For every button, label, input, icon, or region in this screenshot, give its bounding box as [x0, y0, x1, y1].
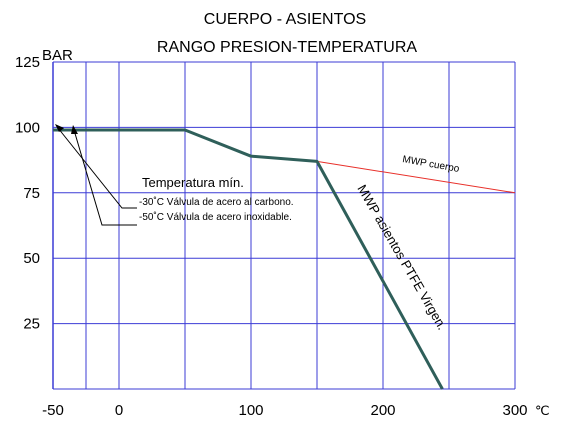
- x-axis-unit: ℃: [535, 403, 550, 418]
- grid: [53, 61, 516, 389]
- axes: [52, 62, 515, 390]
- y-tick-label-3: 100: [15, 119, 40, 136]
- arrowhead-1: [55, 124, 64, 132]
- annotation-heading: Temperatura mín.: [142, 175, 244, 190]
- chart-title: CUERPO - ASIENTOS: [204, 11, 366, 28]
- x-tick-label-4: 300: [502, 402, 527, 419]
- y-tick-label-4: 125: [15, 54, 40, 71]
- y-axis-label: BAR: [42, 47, 73, 64]
- series-lines: [53, 128, 516, 390]
- y-tick-label-1: 50: [23, 250, 40, 267]
- series-line-1: [53, 128, 444, 390]
- x-tick-label-2: 100: [238, 402, 263, 419]
- tick-labels: -50 0 100 200 300 25 50 75 100 125: [15, 54, 528, 419]
- leader-line-2: [73, 129, 137, 226]
- series-label-mwp-cuerpo: MWP cuerpo: [401, 154, 460, 175]
- x-tick-label-3: 200: [370, 402, 395, 419]
- chart-subtitle: RANGO PRESION-TEMPERATURA: [157, 39, 418, 56]
- annotation-line2: -50˚C Válvula de acero inoxidable.: [139, 211, 292, 223]
- arrowhead-2: [71, 125, 78, 134]
- x-tick-label-1: 0: [115, 402, 123, 419]
- leader-line-1: [57, 127, 137, 209]
- y-tick-label-2: 75: [23, 185, 40, 202]
- y-tick-label-0: 25: [23, 316, 40, 333]
- min-temperature-annotation: Temperatura mín. -30˚C Válvula de acero …: [55, 124, 294, 226]
- x-tick-label-0: -50: [42, 402, 64, 419]
- annotation-line1: -30˚C Válvula de acero al carbono.: [139, 196, 294, 208]
